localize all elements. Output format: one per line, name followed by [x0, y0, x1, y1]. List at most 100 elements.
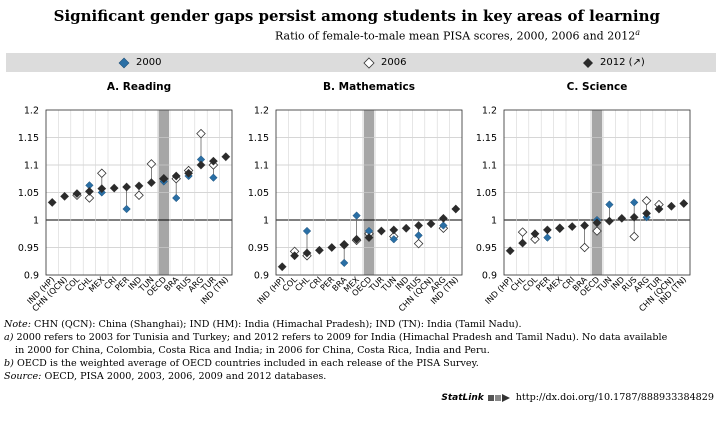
marker-2000	[439, 221, 448, 230]
marker-2006	[134, 190, 144, 201]
marker-2012	[339, 240, 349, 250]
y-tick-label: 1	[491, 216, 497, 227]
legend-label-2006: 2006	[381, 57, 407, 68]
marker-2012	[364, 233, 374, 243]
y-tick-label: 0.95	[476, 243, 497, 254]
marker-2000	[414, 231, 423, 240]
plot-frame	[275, 109, 463, 276]
source-label: Source:	[4, 371, 42, 382]
statlink-label: StatLink	[441, 392, 484, 403]
marker-2006	[629, 231, 639, 242]
y-tick-label: 1.1	[482, 161, 497, 172]
marker-2012	[580, 221, 590, 230]
note-line: Note: CHN (QCN): China (Shanghai); IND (…	[4, 318, 716, 331]
subtitle-footnote-marker: a	[635, 28, 640, 37]
marker-2012	[389, 225, 399, 235]
note-label: Note:	[4, 319, 31, 330]
note-text: CHN (QCN): China (Shanghai); IND (HM): I…	[30, 319, 522, 330]
marker-2000	[605, 200, 614, 209]
y-tick-label: 1	[263, 216, 269, 227]
note-a-text-1: 2000 refers to 2003 for Tunisia and Turk…	[16, 332, 668, 343]
statlink-url[interactable]: http://dx.doi.org/10.1787/888933384829	[515, 392, 714, 403]
y-tick-label: 0.9	[24, 271, 39, 282]
marker-2012	[290, 251, 300, 261]
y-tick-label: 1.2	[254, 106, 269, 117]
marker-2012	[134, 181, 144, 191]
note-b-label: b)	[4, 358, 14, 369]
marker-2012	[314, 245, 324, 255]
marker-2012	[122, 182, 132, 192]
marker-2000	[352, 211, 361, 220]
y-tick-label: 1.15	[248, 133, 269, 144]
y-tick-label: 0.9	[482, 271, 497, 282]
y-tick-label: 1.05	[248, 188, 269, 199]
marker-2012	[679, 199, 689, 208]
marker-2006	[84, 193, 95, 203]
marker-2012	[567, 222, 577, 232]
marker-2012	[530, 229, 540, 239]
y-tick-label: 1.05	[476, 188, 497, 199]
marker-2012	[604, 216, 614, 226]
marker-2012	[171, 171, 181, 181]
marker-2012	[97, 184, 107, 194]
marker-2006	[413, 238, 424, 249]
y-tick-label: 1.2	[482, 106, 497, 117]
marker-2012	[414, 221, 424, 230]
marker-2012	[221, 152, 231, 162]
marker-2006	[592, 226, 602, 236]
marker-2012	[146, 178, 156, 188]
marker-2012	[555, 223, 565, 233]
legend-item-2000: 2000	[118, 53, 161, 72]
figure-title: Significant gender gaps persist among st…	[53, 7, 660, 25]
marker-2000	[340, 258, 349, 268]
marker-2012	[196, 160, 206, 170]
marker-2006	[196, 128, 206, 139]
marker-2012	[654, 204, 664, 214]
marker-2012	[426, 219, 436, 229]
note-a-line-1: a) 2000 refers to 2003 for Tunisia and T…	[4, 331, 716, 344]
statlink-arrow-icon	[487, 393, 510, 402]
y-tick-label: 0.95	[248, 243, 269, 254]
y-tick-label: 1.05	[18, 188, 39, 199]
statlink: StatLink http://dx.doi.org/10.1787/88893…	[441, 392, 714, 403]
y-tick-label: 1.15	[18, 133, 39, 144]
marker-2012	[505, 246, 515, 256]
marker-2012	[376, 226, 386, 236]
source-text: OECD, PISA 2000, 2003, 2006, 2009 and 20…	[41, 371, 327, 382]
source-line: Source: OECD, PISA 2000, 2003, 2006, 200…	[4, 370, 716, 383]
plot-frame	[45, 109, 233, 276]
marker-2000	[209, 173, 218, 182]
diamond-blue-icon	[118, 57, 130, 68]
note-a-label: a)	[4, 332, 14, 343]
marker-2012	[629, 212, 639, 222]
marker-2000	[172, 193, 181, 203]
marker-2006	[641, 195, 652, 206]
marker-2012	[109, 183, 119, 193]
marker-2000	[543, 233, 552, 242]
panel-title: A. Reading	[107, 81, 171, 93]
marker-2000	[389, 235, 398, 244]
marker-2000	[302, 226, 312, 236]
marker-2012	[47, 197, 57, 207]
marker-2012	[451, 204, 461, 214]
legend: 2000 2006 2012 (↗)	[6, 53, 716, 72]
marker-2012	[352, 234, 362, 244]
legend-item-2006: 2006	[363, 53, 406, 72]
y-tick-label: 1.15	[476, 133, 497, 144]
marker-2012	[302, 248, 312, 258]
marker-2006	[530, 234, 540, 245]
marker-2012	[184, 168, 194, 178]
marker-2012	[401, 223, 411, 233]
panel-title: B. Mathematics	[323, 81, 415, 93]
note-b-line: b) OECD is the weighted average of OECD …	[4, 357, 716, 370]
marker-2012	[438, 213, 448, 223]
marker-2000	[122, 204, 131, 214]
notes-block: Note: CHN (QCN): China (Shanghai); IND (…	[4, 318, 716, 383]
marker-2012	[60, 191, 70, 201]
marker-2012	[666, 201, 676, 211]
marker-2012	[327, 243, 337, 252]
marker-2012	[592, 218, 602, 228]
y-tick-label: 0.95	[18, 243, 39, 254]
note-a-line-2: in 2000 for China, Colombia, Costa Rica …	[4, 344, 716, 357]
